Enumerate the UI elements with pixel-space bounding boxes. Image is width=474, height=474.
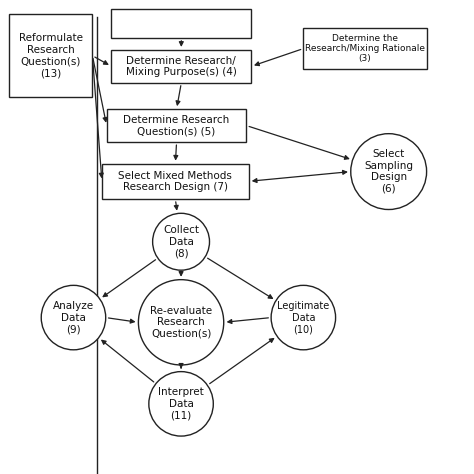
Circle shape [351,134,427,210]
Circle shape [153,213,210,270]
Circle shape [138,280,224,365]
Text: Determine Research/
Mixing Purpose(s) (4): Determine Research/ Mixing Purpose(s) (4… [126,55,237,77]
Text: Determine Research
Question(s) (5): Determine Research Question(s) (5) [123,115,230,137]
FancyBboxPatch shape [111,50,251,83]
Circle shape [271,285,336,350]
FancyBboxPatch shape [102,164,249,199]
Text: Interpret
Data
(11): Interpret Data (11) [158,387,204,420]
FancyBboxPatch shape [111,9,251,38]
Circle shape [41,285,106,350]
Text: Re-evaluate
Research
Question(s): Re-evaluate Research Question(s) [150,306,212,339]
Text: Select Mixed Methods
Research Design (7): Select Mixed Methods Research Design (7) [118,171,232,192]
Text: Analyze
Data
(9): Analyze Data (9) [53,301,94,334]
Text: Collect
Data
(8): Collect Data (8) [163,225,199,258]
Text: Reformulate
Research
Question(s)
(13): Reformulate Research Question(s) (13) [19,33,83,78]
Text: Legitimate
Data
(10): Legitimate Data (10) [277,301,329,334]
Circle shape [149,372,213,436]
Text: Select
Sampling
Design
(6): Select Sampling Design (6) [364,149,413,194]
FancyBboxPatch shape [9,14,92,97]
FancyBboxPatch shape [107,109,246,142]
FancyBboxPatch shape [303,28,427,69]
Text: Determine the
Research/Mixing Rationale
(3): Determine the Research/Mixing Rationale … [305,34,425,64]
